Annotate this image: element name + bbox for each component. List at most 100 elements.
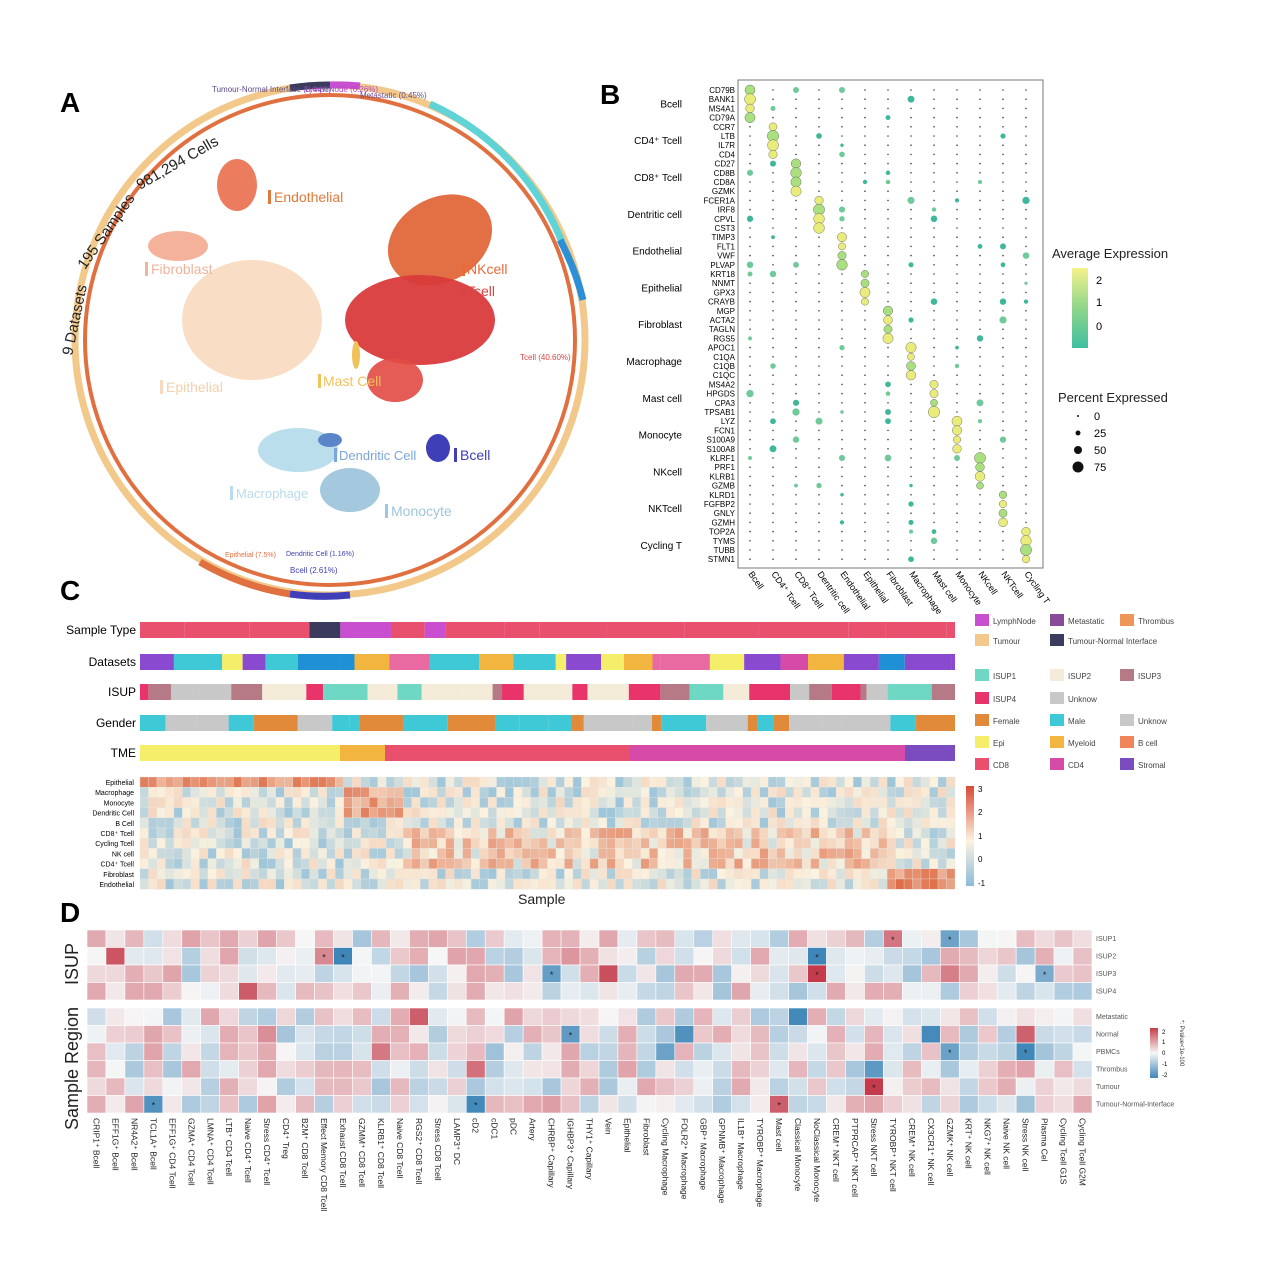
- heatmap-cell: [156, 848, 166, 859]
- dotplot-point: [795, 420, 797, 423]
- heatmap-cell: [267, 858, 276, 869]
- heatmap-cell: [207, 817, 217, 829]
- heatmap-cell: [674, 817, 684, 829]
- panel-c-scale-tick-1: 2: [978, 808, 983, 817]
- heatmap-cell: [487, 776, 497, 788]
- heatmap-cell: [734, 858, 743, 869]
- heatmap-cell: [352, 848, 361, 859]
- heatmap-cell: [148, 787, 158, 798]
- heatmap-d-cell: [1034, 1095, 1055, 1114]
- heatmap-cell: [309, 848, 319, 859]
- heatmap-cell: [606, 868, 616, 880]
- heatmap-cell: [632, 868, 642, 880]
- dotplot-point: [933, 494, 935, 496]
- heatmap-cell: [360, 858, 370, 869]
- legend-pct-expressed-title: Percent Expressed: [1058, 390, 1168, 405]
- heatmap-cell: [165, 827, 175, 839]
- dotplot-point: [1025, 98, 1027, 100]
- legend-swatch: [975, 614, 989, 626]
- heatmap-d-cell: [162, 929, 183, 948]
- significance-star: *: [948, 935, 952, 945]
- heatmap-cell: [802, 817, 811, 829]
- heatmap-d-cell: [143, 1007, 164, 1026]
- heatmap-cell: [241, 797, 251, 808]
- heatmap-cell: [929, 817, 939, 829]
- track-segment: [684, 622, 759, 638]
- heatmap-d-cell: [996, 1095, 1017, 1114]
- dotplot-point: [1002, 190, 1004, 192]
- heatmap-cell: [878, 878, 888, 890]
- heatmap-cell: [920, 838, 930, 849]
- heatmap-d-cell: [238, 1077, 258, 1096]
- heatmap-cell: [657, 776, 667, 788]
- dotplot-gene-label: TOP2A: [709, 528, 736, 537]
- heatmap-cell: [793, 787, 803, 798]
- heatmap-cell: [428, 776, 438, 788]
- heatmap-d-cell: [276, 982, 296, 1001]
- heatmap-d-cell: [598, 947, 619, 966]
- dotplot-point: [956, 475, 958, 478]
- heatmap-cell: [606, 848, 616, 859]
- heatmap-cell: [156, 858, 166, 869]
- dotplot-point: [956, 98, 958, 100]
- heatmap-cell: [878, 827, 888, 839]
- dotplot-point: [818, 273, 820, 275]
- heatmap-cell: [156, 868, 166, 880]
- heatmap-cell: [793, 848, 803, 859]
- heatmap-cell: [224, 787, 234, 798]
- heatmap-cell: [403, 817, 412, 829]
- dotplot-point: [1002, 126, 1004, 128]
- dotplot-point: [772, 199, 774, 202]
- track-segment: [495, 715, 520, 731]
- dotplot-point: [815, 417, 823, 425]
- heatmap-cell: [717, 776, 726, 788]
- heatmap-d-col-label: Exhaust CD8 Tcell: [338, 1118, 348, 1187]
- track-segment: [628, 684, 661, 700]
- heatmap-cell: [598, 848, 608, 859]
- heatmap-cell: [632, 817, 642, 829]
- dotplot-point: [860, 278, 870, 288]
- heatmap-d-cell: [1053, 964, 1074, 983]
- heatmap-cell: [827, 848, 837, 859]
- dotplot-point: [1002, 181, 1004, 183]
- dotplot-point: [838, 242, 846, 251]
- dotplot-point: [933, 190, 935, 192]
- heatmap-cell: [844, 787, 854, 798]
- dotplot-point: [864, 503, 866, 505]
- dotplot-point: [864, 162, 866, 165]
- dotplot-point: [887, 153, 889, 156]
- dotplot-point: [979, 429, 981, 432]
- dotplot-point: [910, 448, 912, 450]
- heatmap-d-cell: [503, 1007, 524, 1026]
- heatmap-d-col-label: NR4A2⁺ Bcell: [129, 1118, 139, 1171]
- heatmap-cell: [776, 838, 786, 849]
- heatmap-d-cell: [864, 964, 884, 983]
- dotplot-gene-label: CD8B: [714, 169, 735, 178]
- heatmap-cell: [547, 878, 557, 890]
- heatmap-d-cell: [541, 929, 562, 948]
- heatmap-d-cell: [1034, 929, 1055, 948]
- heatmap-cell: [377, 868, 387, 880]
- heatmap-cell: [377, 787, 387, 798]
- heatmap-d-cell: [864, 1007, 884, 1026]
- dotplot-gene-label: VWF: [717, 252, 735, 261]
- heatmap-d-cell: [428, 947, 448, 966]
- heatmap-cell: [878, 797, 888, 808]
- heatmap-cell: [742, 838, 752, 849]
- heatmap-cell: [233, 827, 243, 839]
- dotplot-point: [910, 116, 912, 119]
- dotplot-point: [910, 429, 912, 432]
- dotplot-point: [933, 346, 935, 349]
- heatmap-cell: [521, 797, 531, 808]
- heatmap-d-cell: [750, 1095, 770, 1114]
- legend-swatch: [975, 736, 989, 748]
- heatmap-cell: [241, 787, 251, 798]
- heatmap-cell: [436, 878, 446, 890]
- heatmap-cell: [751, 838, 760, 849]
- dotplot-point: [795, 245, 797, 248]
- heatmap-cell: [504, 878, 514, 890]
- heatmap-d-cell: [86, 929, 107, 948]
- track-segment: [905, 745, 955, 761]
- heatmap-cell: [386, 848, 395, 859]
- umap-endothelial-blob: [217, 159, 257, 211]
